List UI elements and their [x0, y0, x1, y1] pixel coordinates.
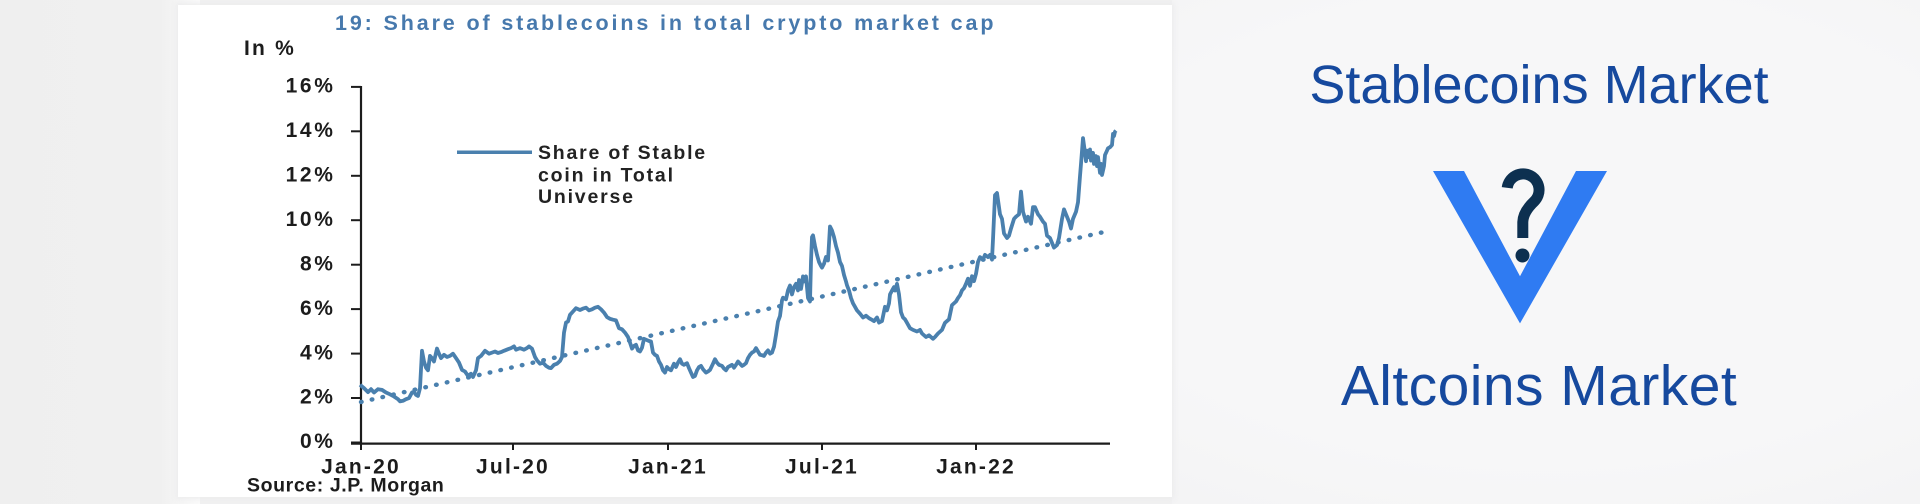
svg-text:Jan-20: Jan-20: [321, 456, 401, 479]
svg-text:0%: 0%: [300, 430, 336, 453]
svg-text:In %: In %: [244, 37, 296, 60]
svg-text:6%: 6%: [300, 297, 336, 320]
svg-text:Jan-21: Jan-21: [628, 456, 708, 479]
svg-text:Jul-20: Jul-20: [476, 456, 550, 479]
svg-text:4%: 4%: [300, 341, 336, 364]
svg-text:Universe: Universe: [538, 186, 635, 208]
svg-text:12%: 12%: [286, 164, 336, 187]
svg-text:2%: 2%: [300, 386, 336, 409]
svg-text:coin in Total: coin in Total: [538, 165, 675, 187]
svg-text:16%: 16%: [286, 75, 336, 98]
svg-text:Jan-22: Jan-22: [936, 456, 1016, 479]
svg-text:8%: 8%: [300, 252, 336, 275]
svg-text:Share of Stable: Share of Stable: [538, 142, 707, 164]
svg-text:10%: 10%: [286, 208, 336, 231]
svg-text:Jul-21: Jul-21: [785, 456, 859, 479]
svg-text:Source: J.P. Morgan: Source: J.P. Morgan: [247, 475, 444, 497]
svg-text:14%: 14%: [286, 119, 336, 142]
